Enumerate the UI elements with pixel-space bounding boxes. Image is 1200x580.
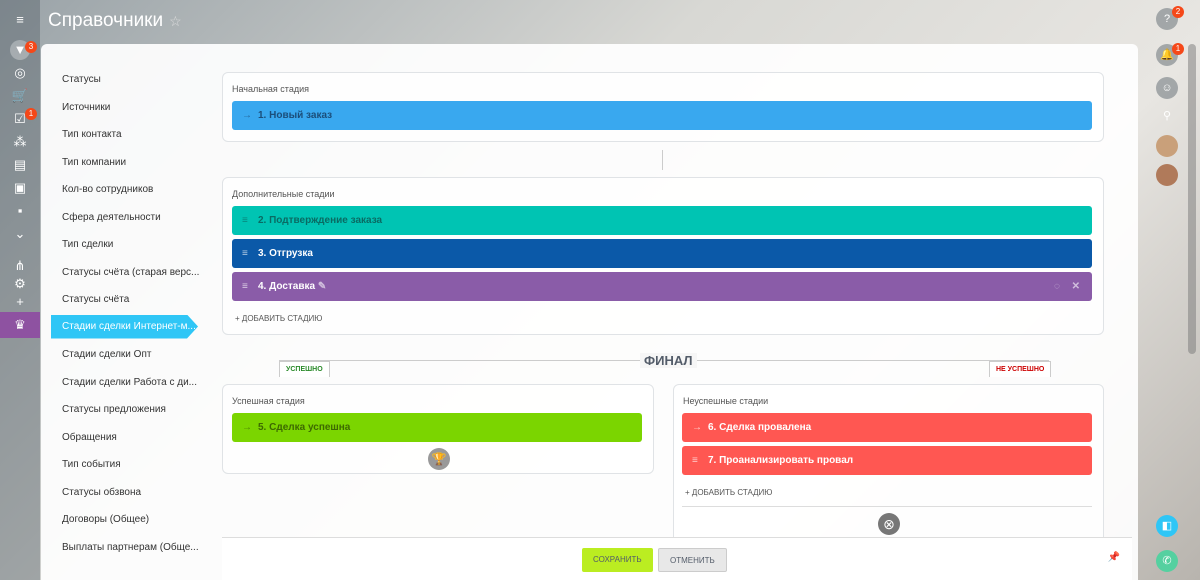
- menu-item[interactable]: Статусы счёта: [62, 294, 130, 305]
- crown-icon: ♛: [14, 317, 26, 332]
- menu-item[interactable]: Статусы предложения: [62, 404, 166, 415]
- fail-tab: НЕ УСПЕШНО: [989, 361, 1052, 377]
- cart-icon[interactable]: 🛒: [11, 88, 29, 103]
- menu-item[interactable]: Обращения: [62, 431, 117, 443]
- group-icon[interactable]: ⁂: [13, 134, 27, 149]
- edit-icon[interactable]: ✎: [317, 281, 327, 292]
- menu-icon[interactable]: ≡: [16, 12, 24, 27]
- final-title: ФИНАЛ: [640, 353, 697, 368]
- stage-item[interactable]: ≡ 3. Отгрузка: [232, 239, 1092, 268]
- drag-handle-icon[interactable]: ≡: [242, 248, 248, 259]
- add-stage-button[interactable]: + ДОБАВИТЬ СТАДИЮ: [235, 314, 323, 323]
- contact-card-icon[interactable]: ▤: [13, 157, 27, 172]
- left-sidebar: ≡ ▼ 3 ◎ 🛒 ☑ 1 ⁂ ▤ ▣ ▪ ⌄ ⋔ ⚙ + ♛: [0, 0, 40, 580]
- save-button[interactable]: СОХРАНИТЬ: [582, 548, 653, 572]
- stage-item[interactable]: → 6. Сделка провалена: [682, 413, 1092, 442]
- menu-item[interactable]: Источники: [62, 101, 111, 113]
- plus-icon[interactable]: +: [16, 294, 24, 309]
- star-icon[interactable]: ☆: [169, 13, 182, 29]
- stage-name: 4. Доставка: [258, 281, 316, 292]
- stage-name: 5. Сделка успешна: [258, 422, 351, 433]
- fail-label: Неуспешные стадии: [683, 396, 769, 406]
- close-icon[interactable]: ✕: [1071, 281, 1080, 292]
- success-stage-box: Успешная стадия → 5. Сделка успешна 🏆: [222, 384, 654, 474]
- arrow-icon: →: [242, 422, 252, 433]
- menu-item[interactable]: Тип компании: [62, 156, 127, 168]
- cancel-button[interactable]: ОТМЕНИТЬ: [658, 548, 727, 572]
- robot-icon[interactable]: ▣: [13, 180, 27, 195]
- stage-item[interactable]: ≡ 7. Проанализировать провал: [682, 446, 1092, 475]
- drag-handle-icon[interactable]: ≡: [242, 215, 248, 226]
- pin-icon[interactable]: 📌: [1107, 552, 1120, 563]
- stage-name: 6. Сделка провалена: [708, 422, 812, 433]
- chat-icon[interactable]: ☺: [1156, 77, 1178, 99]
- phone-icon[interactable]: ✆: [1156, 550, 1178, 572]
- more-icon[interactable]: ⌄: [14, 226, 26, 241]
- menu-item[interactable]: Договоры (Общее): [62, 514, 150, 525]
- fail-stages-box: Неуспешные стадии → 6. Сделка провалена ≡…: [673, 384, 1104, 544]
- sitemap-icon[interactable]: ⋔: [14, 258, 26, 273]
- page-title: Справочники ☆: [48, 10, 182, 32]
- tasks-badge: 1: [25, 108, 37, 120]
- menu-item[interactable]: Статусы: [62, 74, 101, 85]
- crown-item[interactable]: ♛: [0, 312, 40, 338]
- tasks-icon[interactable]: ☑: [14, 111, 26, 126]
- stage-item[interactable]: → 1. Новый заказ: [232, 101, 1092, 130]
- stage-name: 1. Новый заказ: [258, 110, 333, 121]
- add-fail-stage-button[interactable]: + ДОБАВИТЬ СТАДИЮ: [685, 488, 773, 497]
- avatar[interactable]: [1156, 135, 1178, 157]
- menu-item[interactable]: Стадии сделки Интернет-м...: [51, 314, 198, 339]
- crm-badge: 3: [25, 41, 37, 53]
- initial-label: Начальная стадия: [232, 84, 309, 94]
- menu-item[interactable]: Стадии сделки Опт: [62, 349, 152, 360]
- connector: [662, 150, 663, 170]
- drag-handle-icon[interactable]: ≡: [692, 455, 698, 466]
- menu-item[interactable]: Тип сделки: [62, 239, 114, 250]
- stage-name: 7. Проанализировать провал: [708, 455, 854, 466]
- menu-item[interactable]: Статусы обзвона: [62, 486, 142, 498]
- color-icon[interactable]: ◌: [1054, 281, 1060, 292]
- stage-name: 3. Отгрузка: [258, 248, 313, 259]
- footer-bar: СОХРАНИТЬ ОТМЕНИТЬ 📌: [222, 537, 1132, 580]
- menu-item[interactable]: Кол-во сотрудников: [62, 184, 154, 195]
- divider: [682, 506, 1092, 507]
- right-sidebar: ? 2 🔔 1 ☺ ⚲ ◧ ✆: [1138, 0, 1200, 580]
- settings-icon[interactable]: ⚙: [14, 276, 26, 291]
- menu-item[interactable]: Выплаты партнерам (Обще...: [62, 541, 199, 553]
- menu-item[interactable]: Тип контакта: [62, 129, 122, 140]
- trophy-icon: 🏆: [428, 448, 450, 470]
- arrow-icon: →: [242, 110, 252, 121]
- extra-stages-box: Дополнительные стадии ≡ 2. Подтверждение …: [222, 177, 1104, 335]
- box-icon[interactable]: ▪: [17, 203, 23, 218]
- arrow-icon: →: [692, 422, 702, 433]
- extra-label: Дополнительные стадии: [232, 189, 335, 199]
- menu-item[interactable]: Статусы счёта (старая верс...: [62, 266, 200, 278]
- stage-item[interactable]: ≡ 2. Подтверждение заказа: [232, 206, 1092, 235]
- menu-item[interactable]: Сфера деятельности: [62, 211, 161, 223]
- menu-item[interactable]: Тип события: [62, 459, 121, 470]
- open-lines-icon[interactable]: ◧: [1156, 515, 1178, 537]
- search-icon[interactable]: ⚲: [1162, 110, 1172, 122]
- avatar[interactable]: [1156, 164, 1178, 186]
- stage-name: 2. Подтверждение заказа: [258, 215, 383, 226]
- success-label: Успешная стадия: [232, 396, 305, 406]
- page-title-text: Справочники: [48, 10, 164, 31]
- notify-badge: 1: [1172, 43, 1184, 55]
- initial-stage-box: Начальная стадия → 1. Новый заказ: [222, 72, 1104, 142]
- menu-item[interactable]: Стадии сделки Работа с ди...: [62, 376, 197, 388]
- stage-item[interactable]: → 5. Сделка успешна: [232, 413, 642, 442]
- fail-circle-icon: ⊗: [878, 513, 900, 535]
- scrollbar[interactable]: [1188, 44, 1196, 354]
- drag-handle-icon[interactable]: ≡: [242, 281, 248, 292]
- help-badge: 2: [1172, 6, 1184, 18]
- success-tab: УСПЕШНО: [279, 361, 330, 377]
- target-icon[interactable]: ◎: [14, 65, 26, 80]
- stage-item[interactable]: ≡ 4. Доставка ✎ ◌ ✕: [232, 272, 1092, 301]
